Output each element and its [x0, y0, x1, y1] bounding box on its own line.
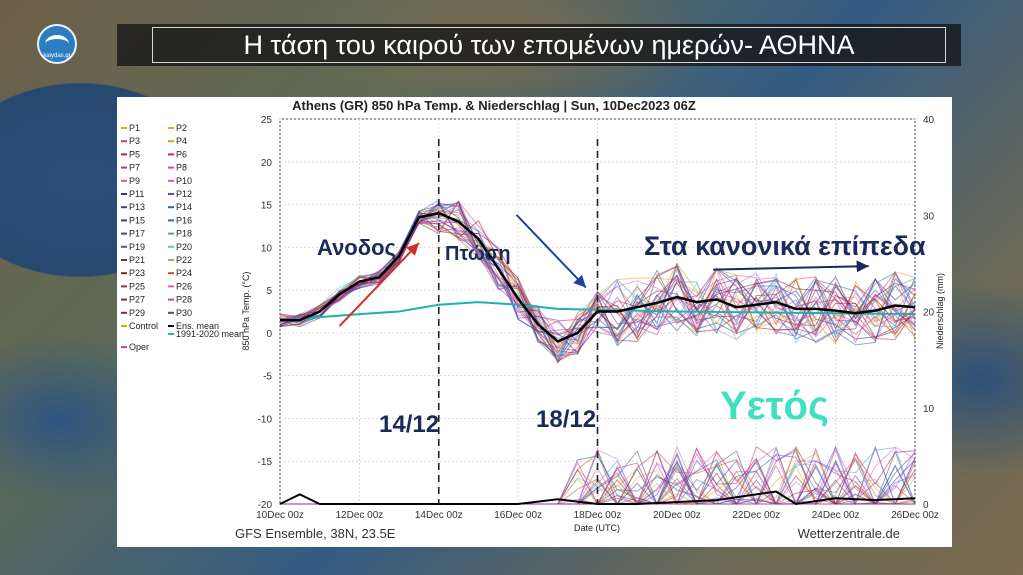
legend-label: P23: [129, 268, 145, 278]
y-tick-label: 15: [261, 201, 273, 212]
y2-axis-label: Niederschlag (mm): [935, 273, 945, 349]
y2-tick-label: 20: [923, 308, 935, 319]
legend-label: P22: [176, 255, 192, 265]
x-tick-label: 20Dec 00z: [653, 510, 701, 521]
chart-title: Athens (GR) 850 hPa Temp. & Niederschlag…: [292, 98, 696, 113]
legend-label: P10: [176, 176, 192, 186]
date-markers: [437, 139, 599, 504]
legend-label: Control: [129, 321, 158, 331]
legend-label: P27: [129, 295, 145, 305]
title-bar: [117, 24, 961, 66]
annotation-date-18: 18/12: [536, 406, 596, 433]
legend-label: 1991-2020 mean: [176, 329, 244, 339]
legend-label: P17: [129, 229, 145, 239]
x-tick-label: 16Dec 00z: [494, 510, 542, 521]
y-tick-label: -5: [263, 372, 272, 383]
x-tick-label: 18Dec 00z: [574, 510, 622, 521]
source-right: Wetterzentrale.de: [798, 526, 900, 541]
y-tick-label: -15: [258, 457, 273, 468]
page-title: Η τάση του καιρού των επομένων ημερών- Α…: [152, 27, 946, 63]
x-axis-ticks: 10Dec 00z 12Dec 00z 14Dec 00z 16Dec 00z 18De…: [256, 510, 939, 521]
legend-label: P11: [129, 189, 144, 199]
y-tick-label: 5: [266, 286, 272, 297]
normal-arrow: [713, 260, 869, 273]
legend-label: P2: [176, 123, 187, 133]
y-tick-label: 10: [261, 243, 273, 254]
x-axis-label: Date (UTC): [574, 523, 620, 533]
chart-panel: Athens (GR) 850 hPa Temp. & Niederschlag…: [117, 97, 952, 547]
y2-axis-ticks: 40 30 20 10 0: [923, 115, 935, 511]
x-tick-label: 12Dec 00z: [335, 510, 383, 521]
y-tick-label: -20: [258, 500, 273, 511]
climate-mean-line: [279, 301, 916, 322]
legend-label: P28: [176, 295, 192, 305]
y2-tick-label: 30: [923, 211, 935, 222]
legend-label: P26: [176, 281, 192, 291]
annotation-drop: Πτώση: [445, 243, 511, 265]
legend-label: P12: [176, 189, 192, 199]
y-tick-label: -10: [258, 414, 273, 425]
y-axis-label: 850 hPa Temp. (°C): [241, 272, 251, 351]
rise-arrow: [338, 242, 420, 327]
legend: P1 P2 P3 P4 P5 P6 P7 P8 P9 P10 P11 P12 P13 P14 P15 P16 P…: [121, 123, 244, 352]
y-tick-label: 20: [261, 158, 273, 169]
annotation-arrows: [338, 214, 869, 327]
source-left: GFS Ensemble, 38N, 23.5E: [235, 526, 396, 541]
annotation-precip: Υετός: [720, 384, 829, 428]
legend-label: P8: [176, 163, 187, 173]
legend-label: P20: [176, 242, 192, 252]
annotation-date-14: 14/12: [379, 411, 439, 438]
legend-label: P5: [129, 149, 140, 159]
y2-tick-label: 10: [923, 404, 935, 415]
legend-label: P6: [176, 149, 187, 159]
legend-label: P30: [176, 308, 192, 318]
legend-label: P21: [129, 255, 145, 265]
y-tick-label: 25: [261, 115, 273, 126]
site-logo[interactable]: kaiydas.gr: [37, 24, 77, 64]
chart-svg: Athens (GR) 850 hPa Temp. & Niederschlag…: [121, 98, 945, 541]
legend-label: Ens. mean: [176, 321, 219, 331]
legend-label: P13: [129, 202, 145, 212]
x-tick-label: 14Dec 00z: [415, 510, 463, 521]
logo-text: kaiydas.gr: [43, 53, 71, 59]
x-tick-label: 24Dec 00z: [812, 510, 860, 521]
drop-arrow: [515, 214, 587, 289]
legend-label: P7: [129, 163, 140, 173]
legend-label: P24: [176, 268, 192, 278]
x-tick-label: 10Dec 00z: [256, 510, 304, 521]
y2-tick-label: 40: [923, 115, 935, 126]
legend-label: P19: [129, 242, 145, 252]
legend-label: P18: [176, 229, 192, 239]
y-tick-label: 0: [266, 329, 272, 340]
legend-label: P9: [129, 176, 140, 186]
legend-label: P1: [129, 123, 140, 133]
legend-label: P25: [129, 281, 145, 291]
wave-icon: [45, 35, 69, 53]
x-tick-label: 26Dec 00z: [891, 510, 939, 521]
legend-label: P4: [176, 136, 187, 146]
legend-label: P16: [176, 215, 192, 225]
legend-label: Oper: [129, 342, 149, 352]
annotation-rise: Ανοδος: [317, 235, 396, 260]
legend-label: P29: [129, 308, 145, 318]
legend-label: P15: [129, 215, 145, 225]
legend-label: P14: [176, 202, 192, 212]
legend-label: P3: [129, 136, 140, 146]
y2-tick-label: 0: [923, 500, 929, 511]
y-axis-ticks: 25 20 15 10 5 0 -5 -10 -15 -20: [258, 115, 273, 511]
annotation-normal: Στα κανονικά επίπεδα: [644, 231, 926, 261]
x-tick-label: 22Dec 00z: [732, 510, 780, 521]
